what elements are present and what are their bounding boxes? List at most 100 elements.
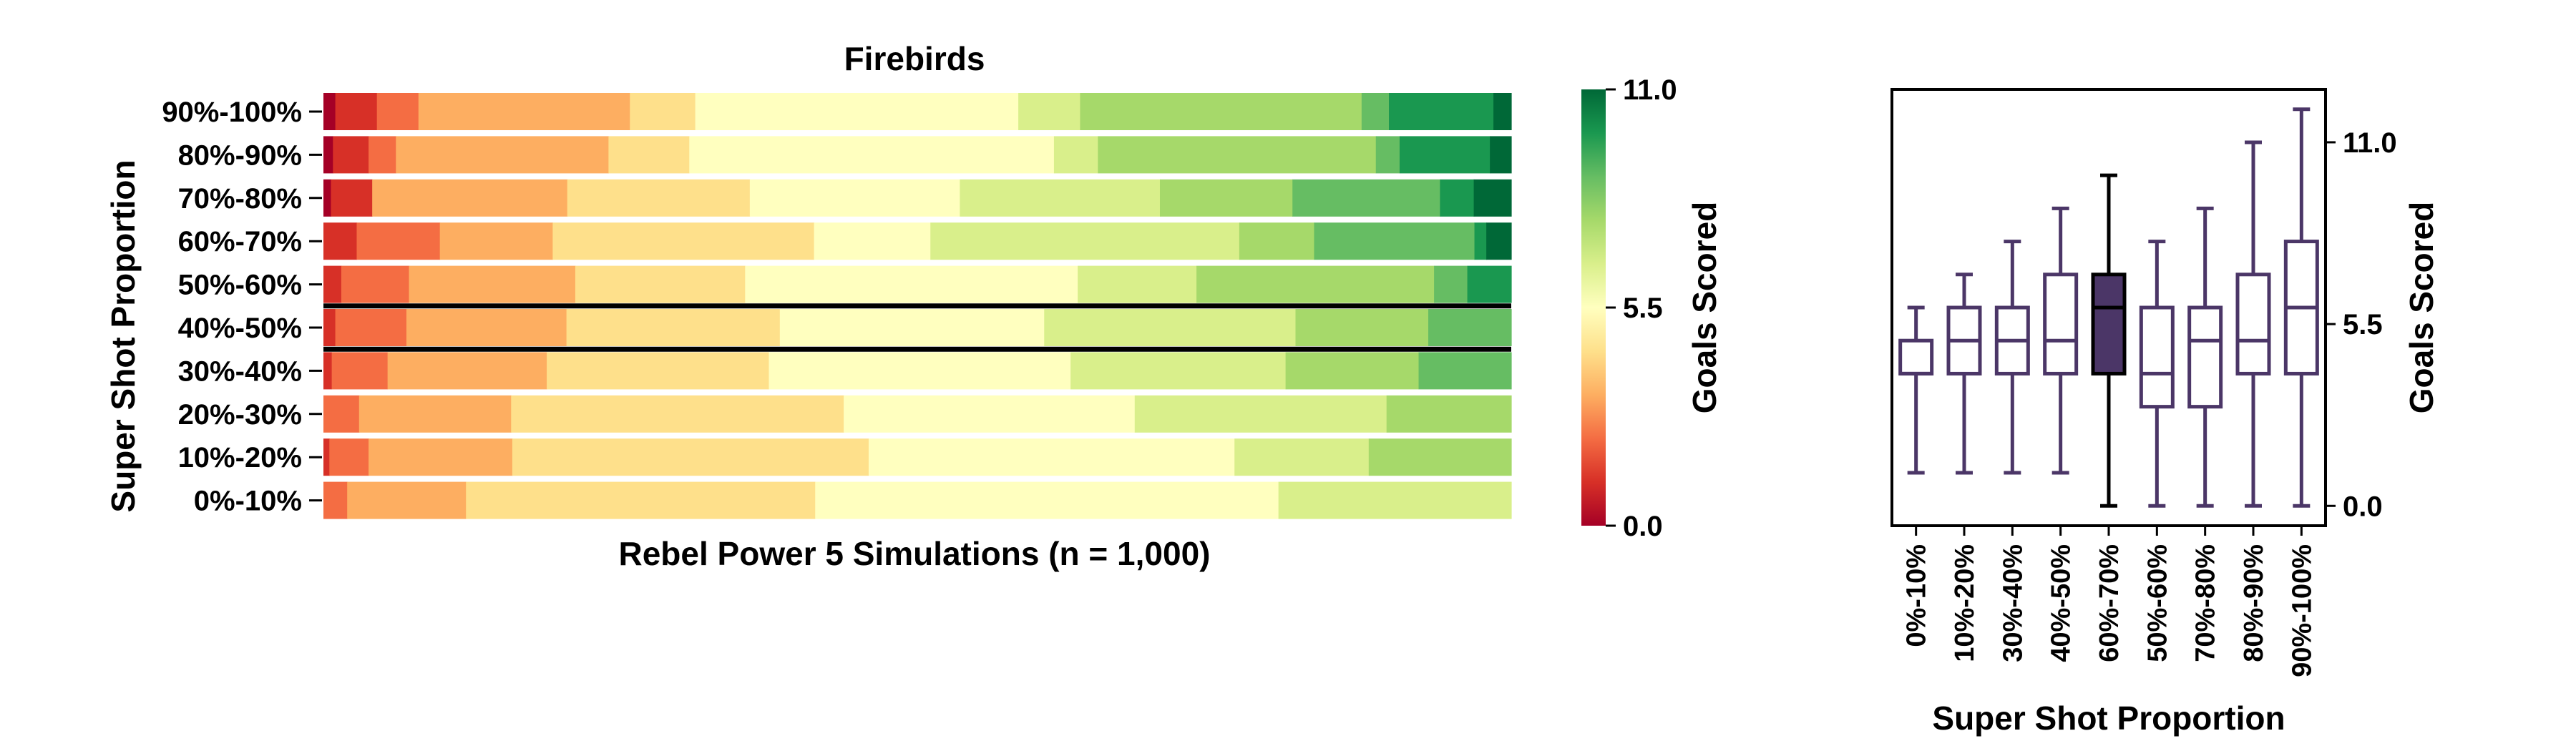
row-label-70-80: 70%-80%	[178, 183, 302, 215]
colorbar-ticks: 0.0 5.5 11.0	[1606, 74, 1677, 542]
bar-segment-goals-2	[341, 265, 410, 303]
iqr-box	[1898, 338, 1934, 376]
bar-segment-goals-6	[1070, 352, 1287, 390]
box-y-tick-label: 0.0	[2343, 491, 2383, 522]
box-80-90	[2235, 140, 2271, 508]
bar-segment-goals-8	[1434, 265, 1468, 303]
bar-segment-goals-6	[1053, 136, 1098, 174]
bar-segment-goals-2	[323, 481, 348, 519]
box-x-label-70-80: 70%-80%	[2191, 544, 2221, 662]
bar-segment-goals-2	[356, 222, 441, 260]
bar-segment-goals-6	[1278, 481, 1512, 519]
bar-segment-goals-5	[745, 265, 1078, 303]
row-labels: 90%-100% 80%-90% 70%-80% 60%-70% 50%-60% 40%-…	[162, 97, 322, 517]
bar-segment-goals-5	[868, 438, 1235, 476]
box-x-label-40-50: 40%-50%	[2046, 544, 2077, 662]
stacked-bar-chart: Firebirds 90%-100% 80%-90% 70%-80% 60%-70% 5…	[104, 40, 1512, 572]
bar-segment-goals-1	[323, 265, 342, 303]
bar-segment-goals-4	[567, 179, 751, 217]
bar-segment-goals-1	[333, 136, 369, 174]
iqr-box	[2235, 273, 2271, 376]
bar-segment-goals-0	[323, 136, 333, 174]
bar-segment-goals-7	[1159, 179, 1293, 217]
bar-segment-goals-10	[1490, 136, 1512, 174]
bar-segment-goals-2	[369, 136, 396, 174]
row-label-20-30: 20%-30%	[178, 399, 302, 431]
box-40-50	[2043, 206, 2079, 475]
bar-segment-goals-0	[323, 179, 332, 217]
bar-segment-goals-8	[1314, 222, 1475, 260]
stacked-chart-xlabel: Rebel Power 5 Simulations (n = 1,000)	[619, 535, 1211, 572]
box-x-label-80-90: 80%-90%	[2239, 544, 2269, 662]
bar-segment-goals-3	[387, 352, 547, 390]
bar-row-40-50	[323, 309, 1512, 346]
bar-segment-goals-5	[749, 179, 961, 217]
bar-segment-goals-6	[1044, 309, 1297, 346]
row-label-10-20: 10%-20%	[178, 442, 302, 473]
highlight-lines	[323, 303, 1511, 352]
stacked-chart-title: Firebirds	[844, 40, 985, 77]
bar-segment-goals-3	[372, 179, 568, 217]
bar-segment-goals-2	[329, 438, 369, 476]
bar-segment-goals-7	[1285, 352, 1420, 390]
bar-segment-goals-6	[1234, 438, 1370, 476]
box-70-80	[2187, 206, 2223, 508]
bar-segment-goals-1	[323, 438, 330, 476]
bar-segment-goals-1	[323, 309, 336, 346]
iqr-box	[2091, 273, 2127, 376]
bar-segment-goals-4	[547, 352, 770, 390]
bar-segment-goals-5	[779, 309, 1045, 346]
colorbar-tick-label: 11.0	[1623, 74, 1677, 106]
bar-segment-goals-0	[323, 93, 336, 130]
bar-segment-goals-7	[1368, 438, 1512, 476]
box-50-60	[2139, 240, 2175, 508]
bar-segment-goals-9	[1467, 265, 1512, 303]
bar-segment-goals-5	[844, 395, 1136, 433]
box-y-ticks: 0.0 5.5 11.0	[2326, 127, 2397, 522]
bar-row-80-90	[323, 136, 1512, 174]
bar-segment-goals-9	[1474, 222, 1487, 260]
bar-segment-goals-3	[369, 438, 513, 476]
bar-segment-goals-5	[689, 136, 1055, 174]
bar-segment-goals-4	[512, 438, 869, 476]
bar-segment-goals-7	[1080, 93, 1362, 130]
colorbar-label: Goals Scored	[1686, 202, 1723, 414]
bar-segment-goals-7	[1098, 136, 1377, 174]
bar-segment-goals-10	[1493, 93, 1512, 130]
bar-segment-goals-8	[1428, 309, 1512, 346]
bar-segment-goals-2	[335, 309, 407, 346]
box-x-label-50-60: 50%-60%	[2142, 544, 2172, 662]
bar-segment-goals-3	[409, 265, 576, 303]
iqr-box	[2043, 273, 2079, 376]
stacked-chart-ylabel: Super Shot Proportion	[104, 159, 142, 512]
bar-segment-goals-1	[335, 93, 378, 130]
bar-row-50-60	[323, 265, 1512, 303]
bar-segment-goals-8	[1361, 93, 1390, 130]
row-label-80-90: 80%-90%	[178, 139, 302, 171]
bar-segment-goals-3	[418, 93, 630, 130]
bar-rows	[323, 93, 1512, 519]
bar-segment-goals-6	[1078, 265, 1197, 303]
colorbar-gradient	[1581, 89, 1606, 526]
bar-segment-goals-2	[323, 395, 360, 433]
box-plot-ylabel: Goals Scored	[2403, 202, 2440, 414]
bar-segment-goals-4	[575, 265, 746, 303]
bar-segment-goals-2	[331, 352, 389, 390]
bar-row-10-20	[323, 438, 1512, 476]
box-y-tick-label: 11.0	[2343, 127, 2397, 159]
bar-segment-goals-4	[511, 395, 844, 433]
iqr-box	[2187, 305, 2223, 409]
bar-row-0-10	[323, 481, 1512, 519]
box-x-label-30-40: 30%-40%	[1998, 544, 2028, 662]
row-label-40-50: 40%-50%	[178, 313, 302, 344]
bar-segment-goals-8	[1292, 179, 1440, 217]
bar-segment-goals-9	[1399, 136, 1491, 174]
bar-segment-goals-7	[1196, 265, 1435, 303]
row-label-50-60: 50%-60%	[178, 270, 302, 301]
box-y-tick-label: 5.5	[2343, 309, 2383, 340]
box-60-70	[2091, 173, 2127, 508]
bar-segment-goals-5	[815, 481, 1279, 519]
bar-segment-goals-9	[1440, 179, 1475, 217]
